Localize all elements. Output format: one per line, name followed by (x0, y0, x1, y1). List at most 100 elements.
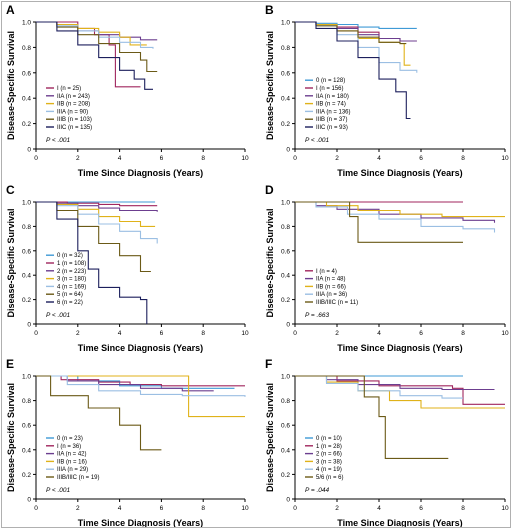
x-tick-label: 2 (76, 155, 80, 162)
y-tick-label: 0.6 (281, 248, 290, 255)
p-value: P = .663 (305, 312, 330, 319)
panel-f: F 0 0.2 0.4 0.6 0.8 1.0 0 2 4 6 8 10 Disease-Specific… (265, 357, 509, 528)
x-tick-label: 0 (34, 505, 38, 512)
series-line-5 (295, 375, 463, 399)
y-tick-label: 0.6 (281, 70, 290, 77)
legend-label: IIIA (n = 36) (316, 292, 347, 298)
y-tick-label: 0 (27, 497, 31, 504)
y-tick-label: 1.0 (281, 20, 290, 27)
legend-label: IIIC (n = 93) (316, 125, 348, 131)
legend-label: 1 (n = 108) (57, 261, 86, 267)
y-tick-label: 0.8 (281, 224, 290, 231)
x-tick-label: 4 (377, 505, 381, 512)
legend-label: IIA (n = 42) (57, 452, 87, 458)
legend-label: I (n = 25) (57, 86, 81, 92)
y-axis-title: Disease-Specific Survival (6, 383, 16, 492)
panel-letter: B (265, 3, 274, 17)
x-tick-label: 8 (201, 505, 205, 512)
legend-label: 3 (n = 38) (316, 459, 342, 465)
p-value: P < .001 (46, 487, 71, 494)
y-tick-label: 0 (286, 497, 290, 504)
x-tick-label: 8 (461, 155, 465, 162)
panel-letter: F (265, 357, 272, 371)
panel-letter: E (6, 357, 14, 371)
series-line-6 (36, 21, 153, 90)
y-tick-label: 1.0 (281, 200, 290, 207)
series-line-6 (295, 21, 407, 45)
legend-label: 1 (n = 28) (316, 444, 342, 450)
y-tick-label: 0.8 (22, 45, 31, 52)
series-line-7 (295, 21, 411, 120)
y-axis-title: Disease-Specific Survival (265, 208, 275, 317)
x-tick-label: 0 (293, 155, 297, 162)
y-axis-title: Disease-Specific Survival (265, 31, 275, 140)
legend-label: 4 (n = 19) (316, 467, 342, 473)
x-tick-label: 6 (160, 155, 164, 162)
series-line-1 (36, 375, 235, 389)
y-tick-label: 0.6 (22, 70, 31, 77)
x-tick-label: 2 (76, 330, 80, 337)
y-tick-label: 0 (27, 322, 31, 329)
x-tick-label: 6 (419, 330, 423, 337)
x-axis-title: Time Since Diagnosis (Years) (337, 343, 462, 353)
panel-a: A 0 0.2 0.4 0.6 0.8 1.0 0 2 4 6 8 10 Disease-Specific… (6, 3, 249, 178)
legend-label: 2 (n = 66) (316, 452, 342, 458)
legend-label: IIIB/IIIC (n = 11) (316, 300, 358, 306)
legend-label: I (n = 156) (316, 86, 344, 92)
y-tick-label: 0.4 (281, 447, 290, 454)
legend-label: 0 (n = 23) (57, 436, 83, 442)
x-tick-label: 10 (241, 155, 249, 162)
x-axis-title: Time Since Diagnosis (Years) (337, 168, 462, 178)
legend-label: I (n = 4) (316, 269, 337, 275)
y-tick-label: 0.8 (281, 398, 290, 405)
x-tick-label: 10 (501, 330, 509, 337)
series-line-5 (36, 201, 158, 244)
x-tick-label: 6 (419, 155, 423, 162)
p-value: P < .001 (305, 137, 330, 144)
legend-label: IIB (n = 16) (57, 459, 87, 465)
y-tick-label: 0.8 (22, 398, 31, 405)
x-tick-label: 6 (160, 505, 164, 512)
series-line-1 (36, 21, 141, 88)
x-tick-label: 10 (501, 505, 509, 512)
y-tick-label: 0.4 (22, 96, 31, 103)
legend-label: IIB (n = 208) (57, 102, 90, 108)
p-value: P < .001 (46, 312, 71, 319)
series-line-6 (295, 375, 449, 459)
panel-letter: D (265, 183, 274, 197)
legend-label: 6 (n = 22) (57, 300, 83, 306)
x-tick-label: 4 (118, 505, 122, 512)
y-axis-title: Disease-Specific Survival (6, 208, 16, 317)
x-axis-title: Time Since Diagnosis (Years) (78, 518, 203, 528)
legend-label: 0 (n = 128) (316, 78, 345, 84)
x-tick-label: 8 (201, 330, 205, 337)
series-line-4 (36, 375, 245, 418)
x-tick-label: 0 (293, 505, 297, 512)
series-line-5 (295, 201, 463, 243)
legend-label: IIIB/IIIC (n = 19) (57, 475, 100, 481)
x-tick-label: 0 (34, 330, 38, 337)
series-line-6 (36, 375, 162, 451)
x-tick-label: 6 (160, 330, 164, 337)
y-tick-label: 1.0 (22, 20, 31, 27)
x-tick-label: 8 (461, 505, 465, 512)
legend-label: IIA (n = 243) (57, 94, 90, 100)
x-tick-label: 8 (461, 330, 465, 337)
y-tick-label: 0.4 (22, 447, 31, 454)
y-tick-label: 1.0 (22, 374, 31, 381)
series-line-3 (36, 21, 147, 46)
y-tick-label: 0.4 (22, 273, 31, 280)
legend-label: IIB (n = 74) (316, 102, 346, 108)
panel-letter: A (6, 3, 15, 17)
y-tick-label: 0.2 (281, 472, 290, 479)
y-tick-label: 0.2 (22, 472, 31, 479)
y-tick-label: 0 (286, 147, 290, 154)
x-tick-label: 2 (335, 330, 339, 337)
legend-label: IIIA (n = 29) (57, 467, 88, 473)
y-tick-label: 0.6 (22, 248, 31, 255)
x-tick-label: 2 (76, 505, 80, 512)
legend-label: IIIC (n = 135) (57, 125, 92, 131)
y-tick-label: 0 (286, 322, 290, 329)
x-axis-title: Time Since Diagnosis (Years) (337, 518, 462, 528)
